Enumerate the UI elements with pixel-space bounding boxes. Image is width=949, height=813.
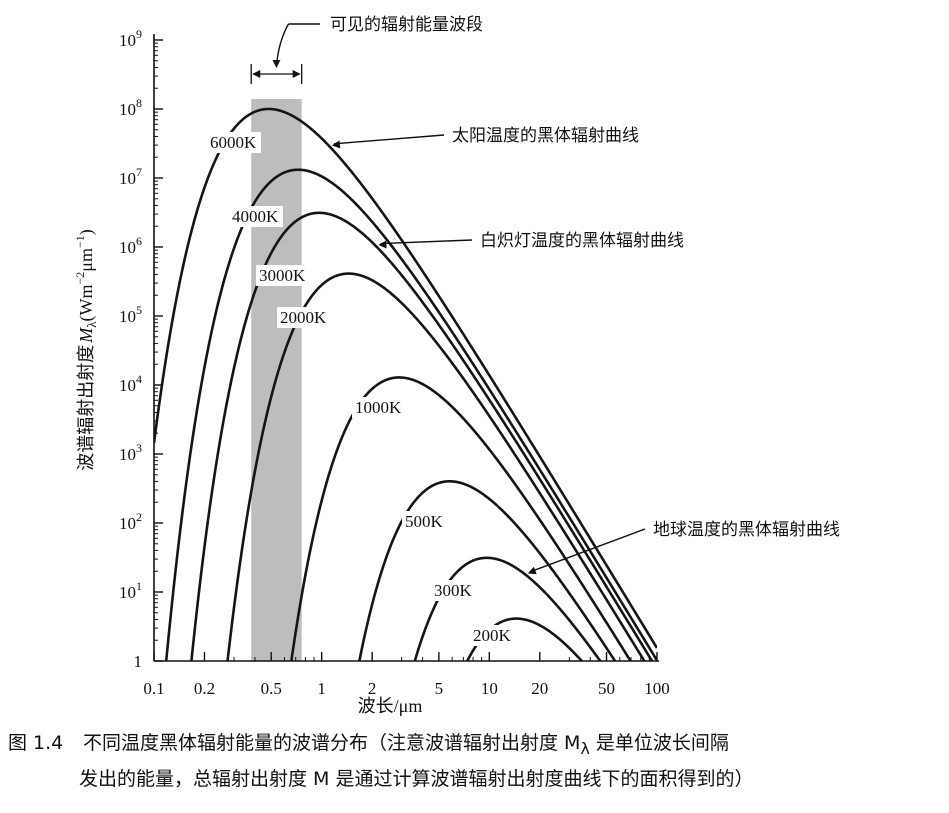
y-tick-label: 101 bbox=[119, 579, 142, 602]
curve-label-1000k: 1000K bbox=[355, 398, 402, 417]
arrow-head bbox=[272, 60, 281, 68]
y-tick-label: 108 bbox=[119, 96, 142, 119]
y-tick-base: 10 bbox=[119, 31, 136, 50]
curve-3000k bbox=[190, 211, 654, 661]
y-tick-label: 105 bbox=[119, 303, 142, 326]
y-tick-base: 10 bbox=[119, 169, 136, 188]
y-axis-title-part: μm bbox=[76, 248, 96, 272]
y-axis-title-part: −1 bbox=[73, 235, 87, 248]
caption-text-1-tail: 是单位波长间隔 bbox=[589, 732, 729, 754]
x-axis-title: 波长/μm bbox=[358, 696, 423, 716]
y-tick-base: 1 bbox=[134, 652, 143, 671]
y-tick-base: 10 bbox=[119, 376, 136, 395]
annotation-300k: 地球温度的黑体辐射曲线 bbox=[653, 520, 840, 539]
y-tick-exponent: 5 bbox=[136, 303, 142, 317]
figure-caption: 图 1.4 不同温度黑体辐射能量的波谱分布（注意波谱辐射出射度 Mλ 是单位波长间… bbox=[8, 728, 943, 794]
y-tick-label: 1 bbox=[134, 652, 143, 671]
y-tick-exponent: 2 bbox=[136, 510, 142, 524]
caption-line-2: 发出的能量，总辐射出射度 M 是通过计算波谱辐射出射度曲线下的面积得到的） bbox=[79, 767, 754, 790]
y-tick-base: 10 bbox=[119, 514, 136, 533]
curve-label-mask bbox=[256, 265, 310, 286]
y-tick-exponent: 9 bbox=[136, 27, 142, 41]
y-tick-label: 103 bbox=[119, 441, 142, 464]
annotation-6000k: 太阳温度的黑体辐射曲线 bbox=[452, 126, 639, 145]
y-tick-base: 10 bbox=[119, 445, 136, 464]
annotation-leader bbox=[333, 134, 445, 145]
x-tick-label: 10 bbox=[481, 679, 498, 698]
y-axis-title-part: −2 bbox=[73, 272, 87, 285]
curve-label-mask bbox=[402, 511, 447, 532]
curve-label-4000k: 4000K bbox=[232, 207, 279, 226]
y-tick-base: 10 bbox=[119, 100, 136, 119]
curve-label-mask bbox=[352, 397, 406, 418]
arrow-head bbox=[527, 566, 537, 575]
caption-symbol-subscript: λ bbox=[580, 738, 590, 758]
curve-label-mask bbox=[470, 625, 515, 646]
annotation-group: 可见的辐射能量波段太阳温度的黑体辐射曲线白炽灯温度的黑体辐射曲线地球温度的黑体辐… bbox=[250, 15, 840, 575]
x-tick-label: 100 bbox=[644, 679, 670, 698]
arrow-head bbox=[378, 240, 387, 249]
curve-label-2000k: 2000K bbox=[280, 308, 327, 327]
curve-6000k bbox=[154, 107, 657, 649]
y-tick-exponent: 8 bbox=[136, 96, 142, 110]
x-tick-label: 1 bbox=[317, 679, 326, 698]
y-axis-title-part: M bbox=[76, 327, 96, 344]
curve-1000k bbox=[290, 376, 633, 661]
y-tick-base: 10 bbox=[119, 583, 136, 602]
caption-number: 图 1.4 bbox=[8, 732, 64, 754]
curve-500k bbox=[358, 480, 617, 661]
visible-band-label: 可见的辐射能量波段 bbox=[330, 15, 483, 34]
y-tick-base: 10 bbox=[119, 307, 136, 326]
x-tick-label: 50 bbox=[598, 679, 615, 698]
y-tick-exponent: 6 bbox=[136, 234, 142, 248]
curve-label-mask bbox=[431, 580, 476, 601]
annotation-leader bbox=[529, 528, 646, 573]
curve-label-6000k: 6000K bbox=[210, 133, 257, 152]
annotation-leader bbox=[380, 239, 473, 245]
y-tick-exponent: 7 bbox=[136, 165, 142, 179]
curve-label-mask bbox=[207, 132, 261, 153]
y-tick-label: 102 bbox=[119, 510, 142, 533]
y-tick-exponent: 4 bbox=[136, 372, 142, 386]
y-axis-title-part: 波谱辐射出射度 bbox=[76, 345, 96, 471]
caption-line-1: 图 1.4 不同温度黑体辐射能量的波谱分布（注意波谱辐射出射度 Mλ 是单位波长间… bbox=[8, 728, 943, 764]
x-tick-label: 0.5 bbox=[261, 679, 282, 698]
y-axis-title-part: λ bbox=[84, 321, 99, 328]
curve-label-mask bbox=[229, 206, 283, 227]
arrow-head bbox=[331, 140, 341, 149]
label-mask-group bbox=[207, 132, 515, 646]
arrow-head bbox=[292, 70, 301, 78]
y-tick-label: 109 bbox=[119, 27, 142, 50]
axes bbox=[153, 34, 659, 662]
curve-label-3000k: 3000K bbox=[259, 266, 306, 285]
x-tick-label: 20 bbox=[531, 679, 548, 698]
x-tick-label: 0.1 bbox=[143, 679, 164, 698]
curve-label-500k: 500K bbox=[405, 512, 444, 531]
y-tick-exponent: 3 bbox=[136, 441, 142, 455]
y-axis-title: 波谱辐射出射度Mλ(Wm−2μm−1) bbox=[73, 229, 99, 471]
y-tick-label: 107 bbox=[119, 165, 142, 188]
curve-label-mask bbox=[277, 307, 331, 328]
y-axis-title-part: (Wm bbox=[76, 284, 97, 321]
band-leader bbox=[275, 23, 290, 67]
x-tick-label: 0.2 bbox=[194, 679, 215, 698]
curve-label-200k: 200K bbox=[473, 626, 512, 645]
x-tick-label: 5 bbox=[435, 679, 444, 698]
y-axis-title-part: ) bbox=[76, 229, 97, 235]
y-tick-label: 104 bbox=[119, 372, 142, 395]
caption-text-1: 不同温度黑体辐射能量的波谱分布（注意波谱辐射出射度 M bbox=[83, 732, 581, 754]
annotation-3000k: 白炽灯温度的黑体辐射曲线 bbox=[480, 231, 684, 250]
x-tick-label: 2 bbox=[368, 679, 377, 698]
y-tick-exponent: 1 bbox=[136, 579, 142, 593]
arrow-head bbox=[252, 70, 261, 78]
y-tick-label: 106 bbox=[119, 234, 142, 257]
y-tick-base: 10 bbox=[119, 238, 136, 257]
curve-label-300k: 300K bbox=[434, 581, 473, 600]
